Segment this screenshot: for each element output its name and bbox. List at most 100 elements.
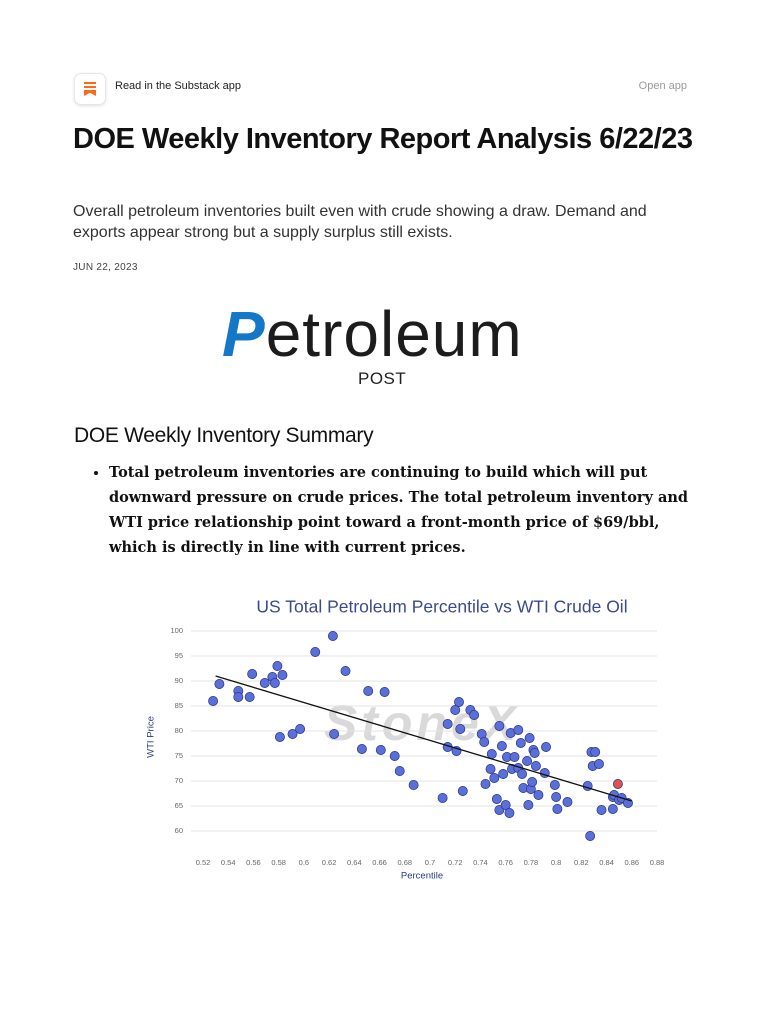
data-point	[515, 738, 526, 748]
x-tick-label: 0.84	[599, 858, 614, 867]
y-tick-label: 60	[175, 826, 183, 835]
data-point	[489, 773, 500, 783]
post-subtitle: Overall petroleum inventories built even…	[73, 203, 647, 241]
x-tick-label: 0.52	[196, 858, 211, 867]
data-point	[551, 792, 562, 802]
bullet: Total petroleum inventories are continui…	[109, 460, 699, 560]
data-point	[596, 805, 607, 815]
x-tick-label: 0.54	[221, 858, 236, 867]
data-point	[523, 800, 534, 810]
data-point	[287, 729, 298, 739]
data-point	[562, 797, 573, 807]
x-tick-label: 0.86	[624, 858, 639, 867]
data-point	[485, 764, 496, 774]
data-point	[244, 692, 255, 702]
x-tick-label: 0.7	[425, 858, 435, 867]
x-tick-label: 0.74	[473, 858, 488, 867]
y-tick-label: 95	[175, 651, 183, 660]
data-point	[585, 831, 596, 841]
data-point	[269, 678, 280, 688]
x-tick-label: 0.66	[372, 858, 387, 867]
data-point	[454, 697, 464, 707]
data-point	[549, 780, 560, 790]
data-point	[233, 692, 244, 702]
data-point	[509, 752, 520, 762]
data-point	[274, 732, 285, 742]
x-tick-label: 0.58	[271, 858, 286, 867]
post-title: DOE Weekly Inventory Report Analysis 6/2…	[73, 123, 693, 155]
data-point	[491, 794, 502, 804]
data-point	[259, 678, 270, 688]
data-point	[513, 725, 524, 735]
data-point	[247, 669, 258, 679]
data-point	[541, 742, 551, 752]
x-tick-label: 0.72	[448, 858, 463, 867]
x-tick-label: 0.68	[397, 858, 412, 867]
x-tick-label: 0.64	[347, 858, 362, 867]
trend-line	[215, 675, 632, 802]
substack-logo	[84, 82, 96, 96]
data-point	[442, 719, 453, 729]
watermark: StoneX	[324, 695, 520, 751]
data-point	[494, 721, 505, 731]
data-point	[208, 696, 219, 706]
data-point	[310, 647, 321, 657]
data-point	[517, 769, 528, 779]
data-point	[375, 745, 386, 755]
data-point	[480, 779, 491, 789]
data-point	[214, 679, 225, 689]
y-tick-label: 85	[175, 701, 183, 710]
app-icon[interactable]	[74, 73, 106, 105]
y-tick-label: 80	[175, 726, 183, 735]
data-point	[498, 769, 509, 779]
data-point	[533, 790, 544, 800]
banner-text[interactable]: Read in the Substack app	[115, 80, 241, 92]
data-point	[437, 793, 448, 803]
data-point	[272, 661, 283, 671]
data-point	[394, 766, 405, 776]
data-point	[469, 710, 480, 720]
y-tick-label: 90	[175, 676, 183, 685]
data-point	[590, 747, 601, 757]
section-heading: DOE Weekly Inventory Summary	[74, 424, 374, 447]
y-tick-label: 75	[175, 751, 183, 760]
x-tick-label: 0.76	[498, 858, 513, 867]
data-point	[524, 733, 535, 743]
data-point	[408, 780, 419, 790]
data-point	[486, 749, 497, 759]
x-axis-label: Percentile	[401, 871, 443, 882]
data-point	[379, 687, 390, 697]
y-axis-label: WTI Price	[146, 716, 157, 758]
chart-title: US Total Petroleum Percentile vs WTI Cru…	[256, 597, 627, 617]
data-point	[455, 724, 466, 734]
data-point	[457, 786, 468, 796]
open-app-link[interactable]: Open app	[638, 80, 687, 92]
data-point	[530, 761, 541, 771]
x-tick-label: 0.78	[524, 858, 539, 867]
data-point	[389, 751, 400, 761]
x-tick-label: 0.62	[322, 858, 337, 867]
x-tick-label: 0.6	[299, 858, 309, 867]
data-point	[479, 737, 490, 747]
logo-tagline: POST	[358, 369, 407, 388]
logo-name: Petroleum	[222, 298, 523, 370]
data-point	[612, 779, 623, 789]
y-tick-label: 100	[170, 626, 183, 635]
data-point	[327, 631, 338, 641]
data-point	[329, 729, 340, 739]
data-point	[552, 804, 563, 814]
data-point	[529, 748, 540, 758]
bullet-list: Total petroleum inventories are continui…	[88, 460, 699, 560]
x-tick-label: 0.8	[551, 858, 561, 867]
data-point	[277, 670, 288, 680]
data-point	[450, 705, 461, 715]
data-point	[356, 744, 367, 754]
data-point	[295, 724, 306, 734]
y-tick-label: 70	[175, 776, 183, 785]
data-point	[363, 686, 374, 696]
post-date: JUN 22, 2023	[73, 262, 138, 273]
y-tick-label: 65	[175, 801, 183, 810]
x-tick-label: 0.82	[574, 858, 589, 867]
data-point	[500, 800, 511, 810]
